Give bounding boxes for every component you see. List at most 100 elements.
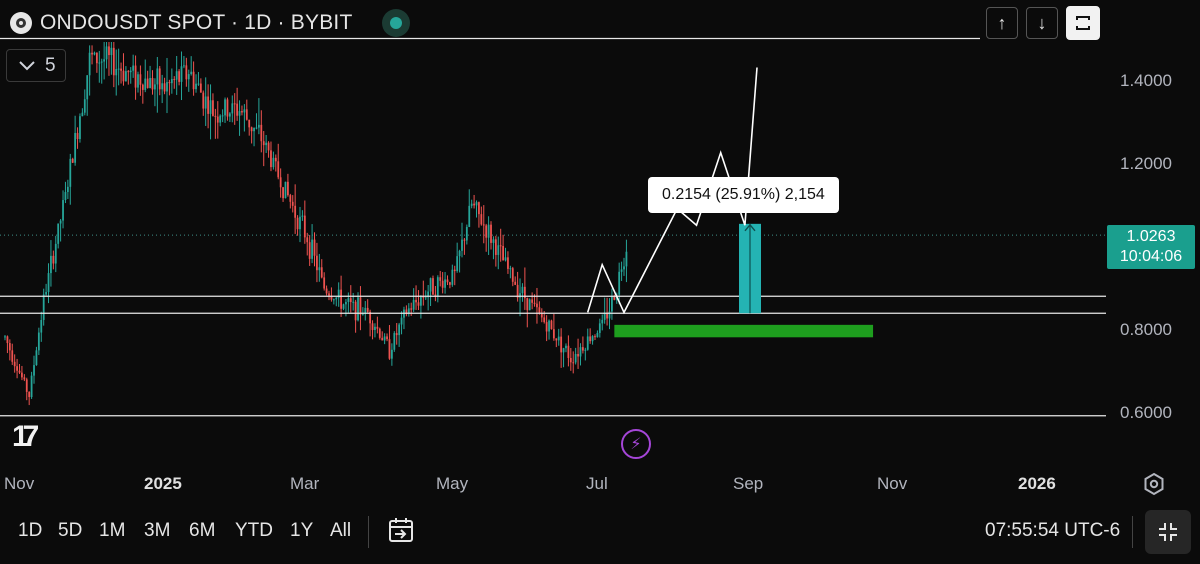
range-button-6m[interactable]: 6M xyxy=(189,520,216,541)
candle-body xyxy=(149,78,151,88)
candle-body xyxy=(361,313,364,315)
candle-body xyxy=(197,83,200,85)
candle-body xyxy=(272,157,275,168)
candle-body xyxy=(204,96,207,109)
candle-body xyxy=(569,357,572,363)
go-to-date-icon[interactable] xyxy=(386,515,416,545)
candle-body xyxy=(28,391,31,398)
price-tick-label: 1.4000 xyxy=(1120,71,1172,90)
lightning-alert-icon[interactable]: ⚡ xyxy=(621,429,651,459)
candle-body xyxy=(274,157,277,162)
candle-body xyxy=(257,124,260,128)
candle-body xyxy=(478,202,480,215)
scroll-down-button[interactable]: ↓ xyxy=(1026,7,1058,39)
candle-body xyxy=(470,203,473,206)
symbol-header[interactable]: ONDOUSDT SPOT · 1D · BYBIT xyxy=(10,9,411,37)
candle-body xyxy=(40,319,43,333)
range-button-1d[interactable]: 1D xyxy=(18,520,43,541)
range-button-1y[interactable]: 1Y xyxy=(290,520,314,541)
range-button-ytd[interactable]: YTD xyxy=(235,520,273,541)
candle-body xyxy=(342,304,345,309)
candle-body xyxy=(243,109,246,113)
range-button-all[interactable]: All xyxy=(330,520,352,541)
candle-body xyxy=(345,301,347,305)
candle-body xyxy=(103,59,106,62)
time-tick-label: Jul xyxy=(586,474,608,493)
candle-body xyxy=(294,205,297,218)
candle-body xyxy=(519,293,521,298)
range-button-3m[interactable]: 3M xyxy=(144,520,171,541)
candle-body xyxy=(318,267,321,271)
candle-body xyxy=(475,202,478,206)
candle-body xyxy=(325,288,328,294)
candle-body xyxy=(33,365,35,376)
candle-body xyxy=(335,297,338,300)
scroll-up-button[interactable]: ↑ xyxy=(986,7,1018,39)
indicator-count: 5 xyxy=(45,54,56,76)
candle-body xyxy=(337,289,340,298)
measure-arrow xyxy=(744,223,756,232)
candle-body xyxy=(613,296,616,300)
indicators-toggle-button[interactable]: 5 xyxy=(6,49,66,82)
candle-body xyxy=(282,187,284,199)
candle-body xyxy=(289,195,292,202)
candle-body xyxy=(18,370,21,373)
exit-fullscreen-button[interactable] xyxy=(1145,510,1191,554)
candle-body xyxy=(417,302,420,306)
candle-body xyxy=(248,119,251,128)
candle-body xyxy=(582,347,584,351)
candle-body xyxy=(565,345,567,349)
candle-body xyxy=(226,99,229,117)
candle-body xyxy=(432,278,434,295)
candle-body xyxy=(52,255,55,264)
candle-body xyxy=(555,338,558,341)
candle-body xyxy=(320,267,323,278)
candle-body xyxy=(313,239,316,256)
time-tick-label: 2026 xyxy=(1018,474,1056,493)
candle-body xyxy=(328,293,330,296)
candle-body xyxy=(424,297,427,299)
tradingview-logo[interactable]: 17 xyxy=(12,420,39,453)
candle-body xyxy=(531,299,534,303)
candle-body xyxy=(21,372,23,378)
candle-body xyxy=(419,296,422,306)
candle-body xyxy=(241,111,243,113)
candle-body xyxy=(245,109,248,120)
candle-body xyxy=(178,71,180,82)
chart-canvas[interactable] xyxy=(0,0,1200,500)
candle-body xyxy=(480,214,483,225)
market-status-icon[interactable] xyxy=(382,9,411,37)
candle-body xyxy=(236,103,239,116)
candle-body xyxy=(461,239,463,251)
candle-body xyxy=(446,279,449,283)
candle-body xyxy=(608,311,611,319)
candle-body xyxy=(502,245,505,261)
chart-area[interactable] xyxy=(0,0,1200,500)
symbol-title[interactable]: ONDOUSDT SPOT · 1D · BYBIT xyxy=(40,11,353,34)
candle-body xyxy=(364,307,367,314)
candle-body xyxy=(427,291,430,298)
candle-body xyxy=(369,311,372,324)
candle-body xyxy=(299,216,301,230)
fullscreen-toggle-button[interactable] xyxy=(1066,6,1100,40)
range-button-5d[interactable]: 5D xyxy=(58,520,83,541)
candle-body xyxy=(74,132,77,163)
candle-body xyxy=(91,52,93,55)
candle-body xyxy=(366,307,369,312)
candle-body xyxy=(134,65,137,88)
candle-body xyxy=(180,66,183,82)
candle-body xyxy=(347,298,350,302)
candle-body xyxy=(214,115,217,117)
fullscreen-toggle-icon xyxy=(1076,16,1090,30)
candle-body xyxy=(105,46,108,60)
candle-body xyxy=(277,161,280,178)
gear-icon[interactable] xyxy=(1142,472,1166,496)
candle-body xyxy=(441,280,444,288)
time-tick-label: Nov xyxy=(4,474,35,493)
candle-body xyxy=(330,295,333,300)
range-button-1m[interactable]: 1M xyxy=(99,520,126,541)
candle-body xyxy=(388,339,391,359)
timezone-clock[interactable]: 07:55:54 UTC-6 xyxy=(985,520,1121,541)
candle-body xyxy=(548,320,550,332)
candle-body xyxy=(606,312,608,319)
